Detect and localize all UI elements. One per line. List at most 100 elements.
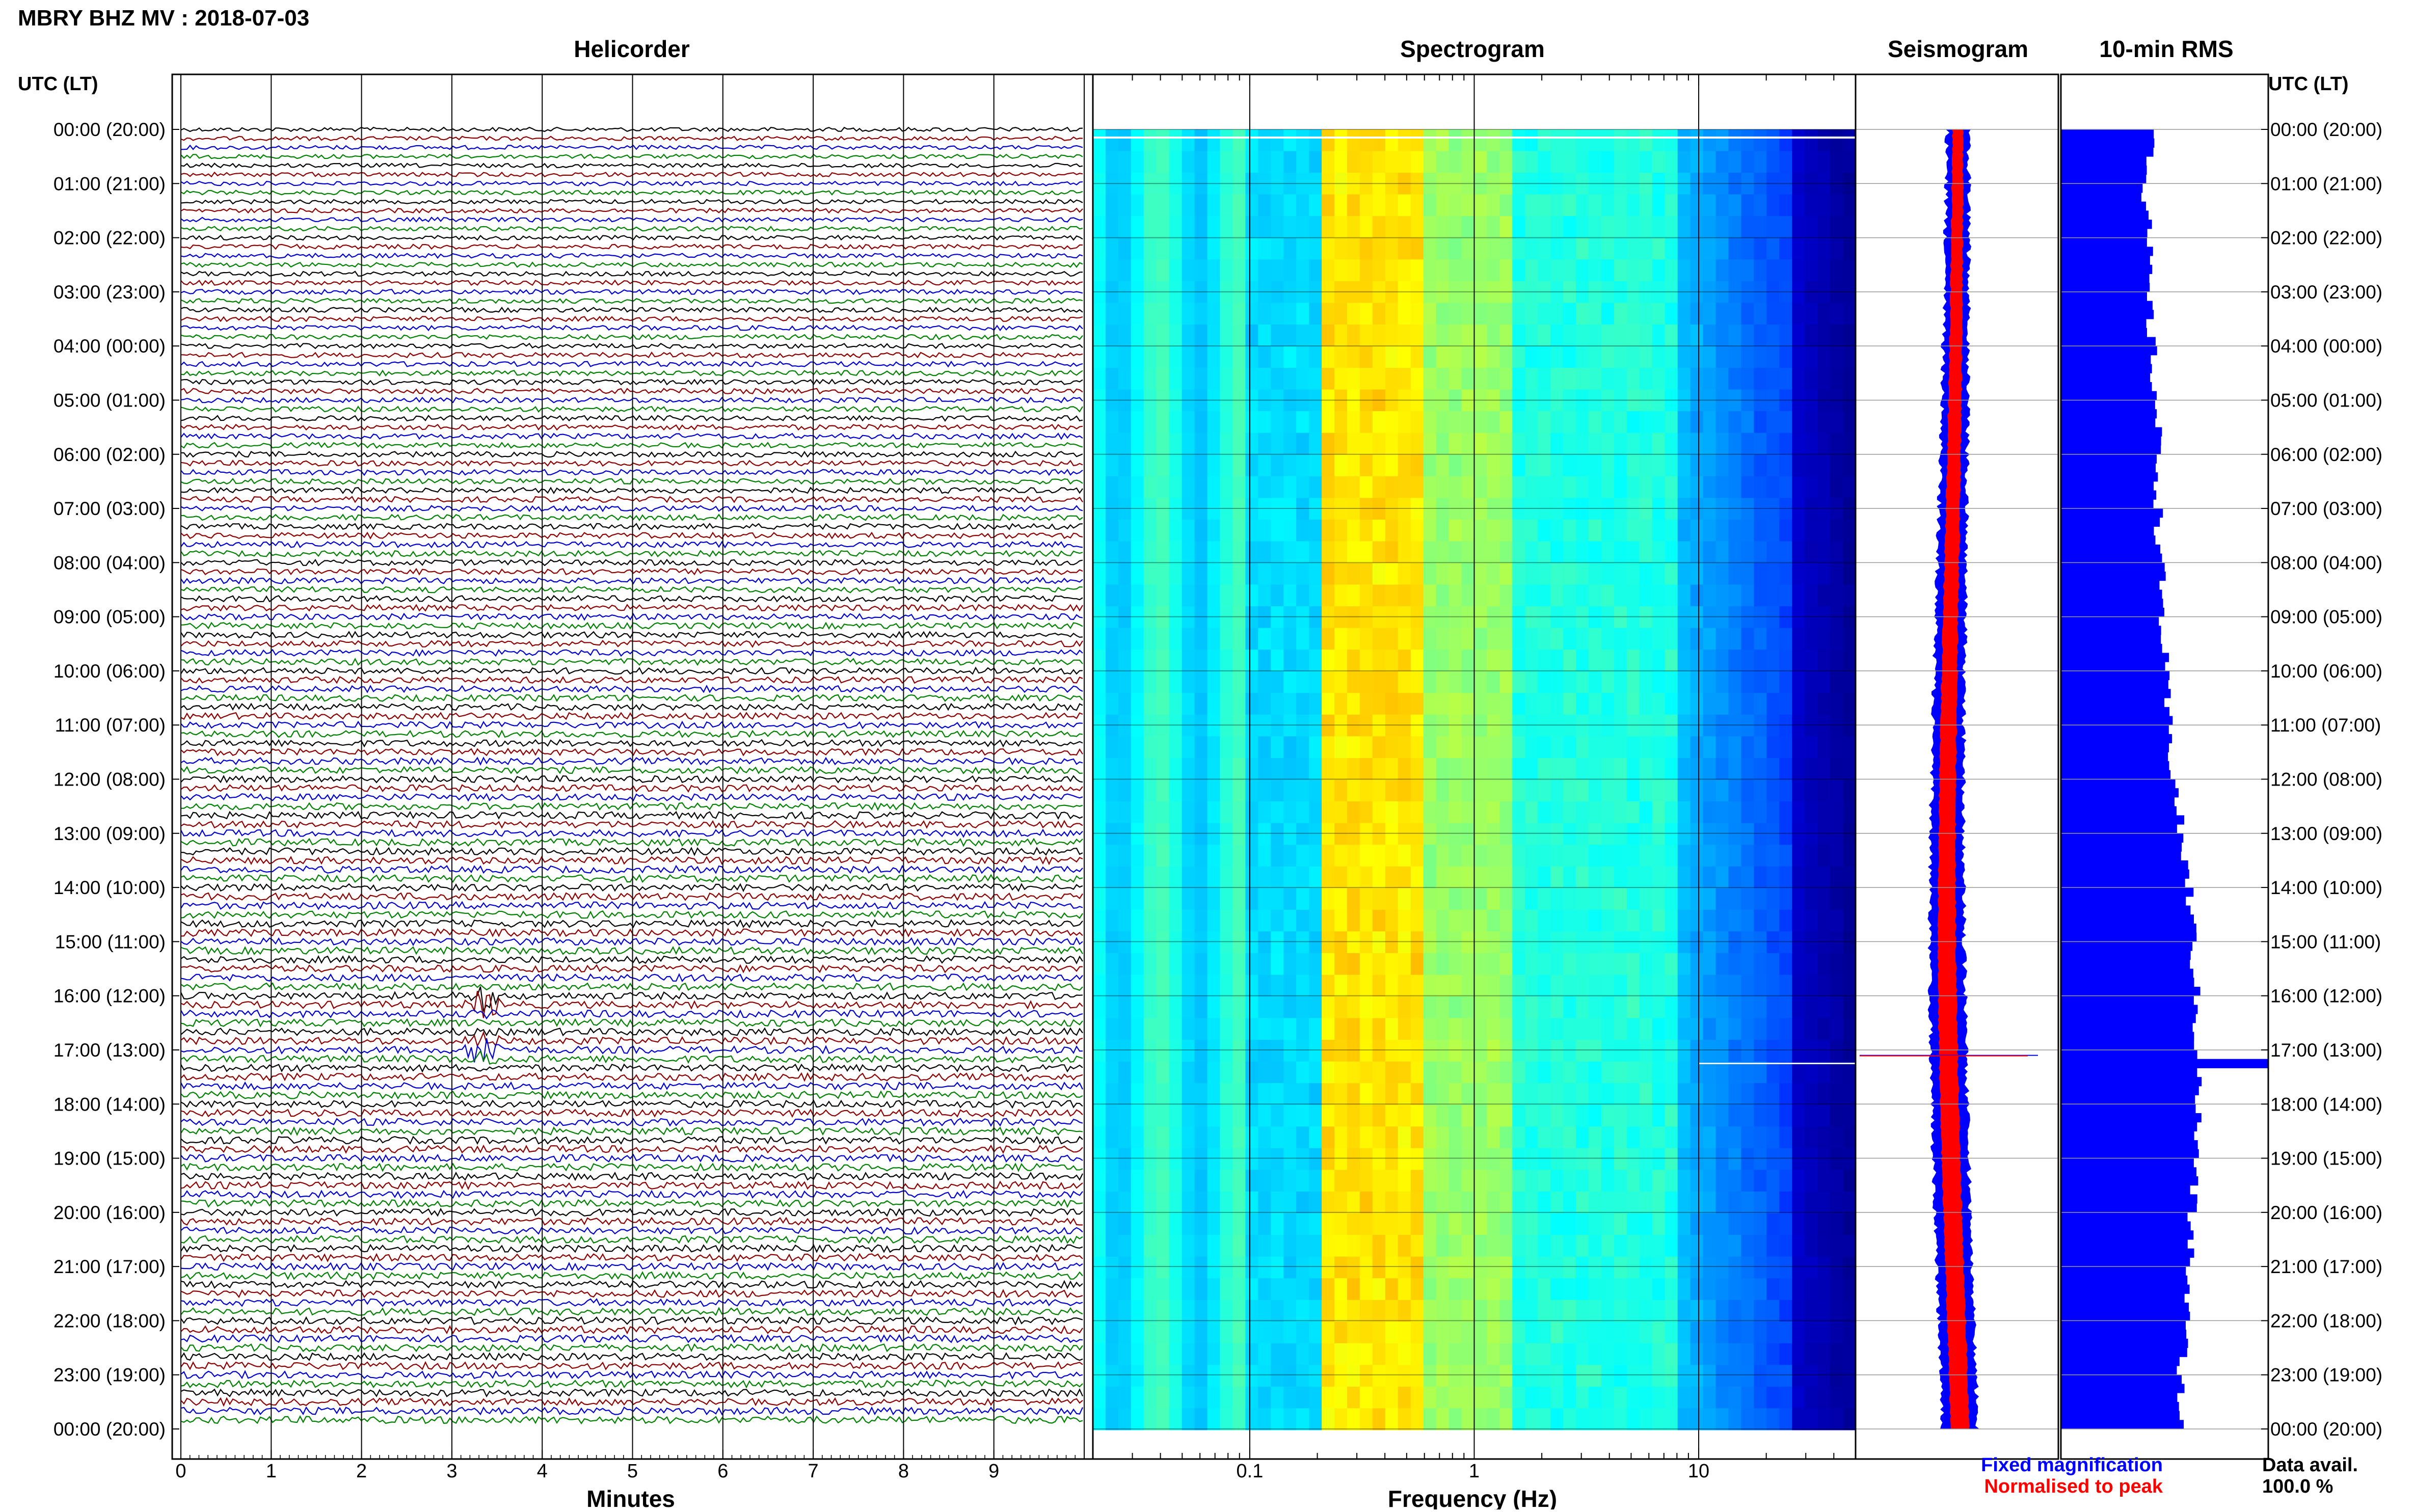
spectrogram-cell [1271,823,1284,845]
spectrogram-cell [1461,1148,1475,1170]
spectrogram-cell [1309,368,1322,390]
spectrogram-cell [1550,389,1564,412]
spectrogram-cell [1665,1191,1678,1213]
spectrogram-cell [1550,519,1564,542]
spectrogram-cell [1817,931,1831,954]
spectrogram-cell [1474,411,1487,434]
spectrogram-cell [1626,801,1640,824]
spectrogram-cell [1423,1235,1437,1257]
spectrogram-cell [1817,1386,1831,1409]
spectrogram-cell [1805,325,1818,347]
spectrogram-cell [1207,519,1221,542]
spectrogram-cell [1334,1235,1348,1257]
spectrogram-cell [1779,325,1792,347]
spectrogram-cell [1131,563,1144,585]
spectrogram-cell [1601,1170,1615,1192]
spectrogram-cell [1843,779,1856,802]
spectrogram-cell [1220,216,1233,238]
spectrogram-cell [1652,909,1666,932]
spectrogram-cell [1258,237,1271,260]
spectrogram-cell [1715,563,1729,585]
spectrogram-cell [1169,303,1183,325]
spectrogram-cell [1359,845,1373,867]
spectrogram-cell [1359,194,1373,217]
spectrogram-cell [1614,823,1627,845]
spectrogram-cell [1817,758,1831,780]
spectrogram-cell [1843,758,1856,780]
spectrogram-cell [1448,714,1462,737]
spectrogram-cell [1372,1040,1386,1062]
spectrogram-cell [1410,584,1424,607]
spectrogram-cell [1677,1126,1691,1149]
spectrogram-cell [1652,325,1666,347]
spectrogram-cell [1589,714,1602,737]
spectrogram-cell [1436,368,1450,390]
spectrogram-cell [1322,888,1335,910]
spectrogram-cell [1334,498,1348,520]
spectrogram-cell [1741,1408,1754,1430]
spectrogram-cell [1232,931,1246,954]
spectrogram-cell [1271,1040,1284,1062]
spectrogram-cell [1589,1061,1602,1084]
spectrogram-cell [1843,866,1856,888]
spectrogram-cell [1372,325,1386,347]
spectrogram-cell [1169,888,1183,910]
spectrogram-cell [1093,1365,1106,1387]
spectrogram-cell [1665,1061,1678,1084]
spectrogram-cell [1334,129,1348,152]
spectrogram-cell [1639,845,1653,867]
spectrogram-cell [1372,931,1386,954]
spectrogram-cell [1398,1300,1411,1322]
spectrogram-cell [1639,628,1653,650]
spectrogram-cell [1271,368,1284,390]
spectrogram-cell [1359,519,1373,542]
spectrogram-cell [1805,216,1818,238]
spectrogram-cell [1143,1148,1157,1170]
spectrogram-cell [1499,346,1513,368]
spectrogram-cell [1652,281,1666,303]
spectrogram-cell [1309,866,1322,888]
spectrogram-cell [1525,736,1538,759]
spectrogram-cell [1703,237,1716,260]
minute-tick-label: 8 [898,1461,909,1482]
spectrogram-cell [1423,476,1437,498]
spectrogram-cell [1779,1256,1792,1279]
spectrogram-cell [1589,1278,1602,1301]
spectrogram-cell [1436,1235,1450,1257]
spectrogram-cell [1436,736,1450,759]
spectrogram-cell [1830,1040,1843,1062]
spectrogram-cell [1309,1061,1322,1084]
spectrogram-cell [1525,1170,1538,1192]
spectrogram-cell [1283,823,1297,845]
spectrogram-cell [1385,671,1399,693]
spectrogram-cell [1169,216,1183,238]
rms-bar [2061,1374,2182,1384]
spectrogram-cell [1245,173,1258,195]
time-label-left: 14:00 (10:00) [53,877,166,898]
spectrogram-cell [1779,476,1792,498]
spectrogram-cell [1817,866,1831,888]
spectrogram-cell [1652,1386,1666,1409]
spectrogram-cell [1156,953,1170,975]
spectrogram-cell [1703,931,1716,954]
spectrogram-cell [1347,714,1360,737]
spectrogram-cell [1105,953,1119,975]
spectrogram-cell [1589,1300,1602,1322]
spectrogram-cell [1296,346,1309,368]
spectrogram-cell [1766,411,1780,434]
spectrogram-cell [1334,519,1348,542]
spectrogram-cell [1715,996,1729,1019]
spectrogram-cell [1703,1061,1716,1084]
spectrogram-cell [1805,411,1818,434]
spectrogram-cell [1512,606,1525,629]
spectrogram-cell [1766,1170,1780,1192]
spectrogram-cell [1232,1148,1246,1170]
spectrogram-cell [1448,866,1462,888]
spectrogram-cell [1423,1386,1437,1409]
spectrogram-cell [1296,1170,1309,1192]
spectrogram-cell [1283,1256,1297,1279]
spectrogram-cell [1677,454,1691,477]
spectrogram-cell [1271,888,1284,910]
spectrogram-cell [1805,693,1818,715]
rms-bar [2061,508,2163,518]
